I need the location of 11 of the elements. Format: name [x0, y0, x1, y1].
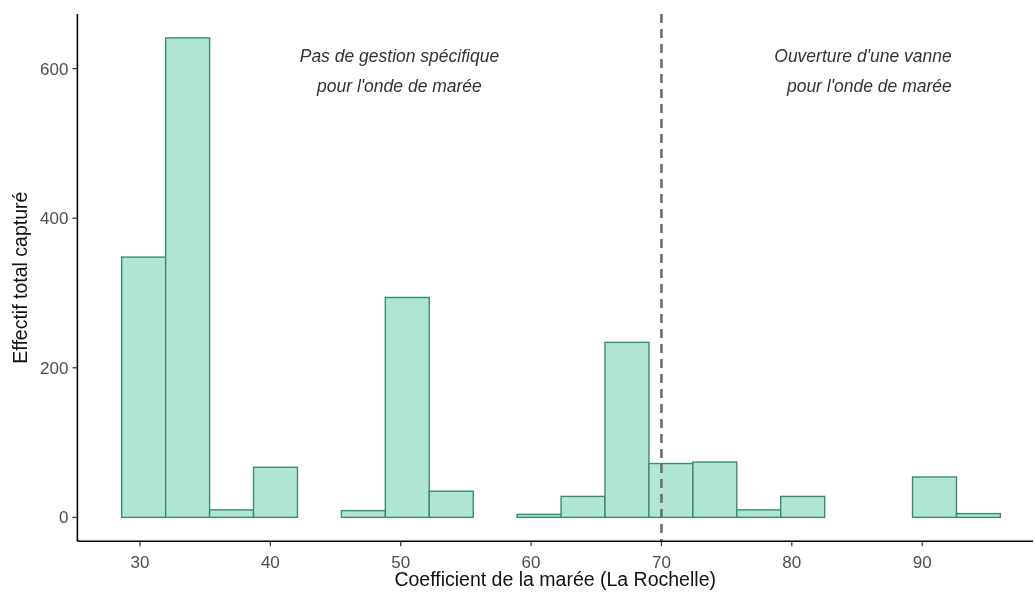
y-tick-label: 400	[40, 209, 69, 229]
x-tick-label: 90	[912, 553, 932, 573]
x-tick-label: 80	[782, 553, 802, 573]
y-tick-label: 600	[40, 59, 69, 79]
y-tick-label: 200	[40, 358, 69, 378]
x-tick-label: 40	[260, 553, 280, 573]
annotation: Ouverture d'une vanne pour l'onde de marée	[774, 46, 953, 96]
y-tick-label: 0	[58, 508, 69, 528]
x-tick-label: 30	[130, 553, 150, 573]
annotation: Pas de gestion spécifique pour l'onde de marée	[299, 46, 500, 96]
y-axis-title: Effectif total capturé	[9, 191, 31, 364]
